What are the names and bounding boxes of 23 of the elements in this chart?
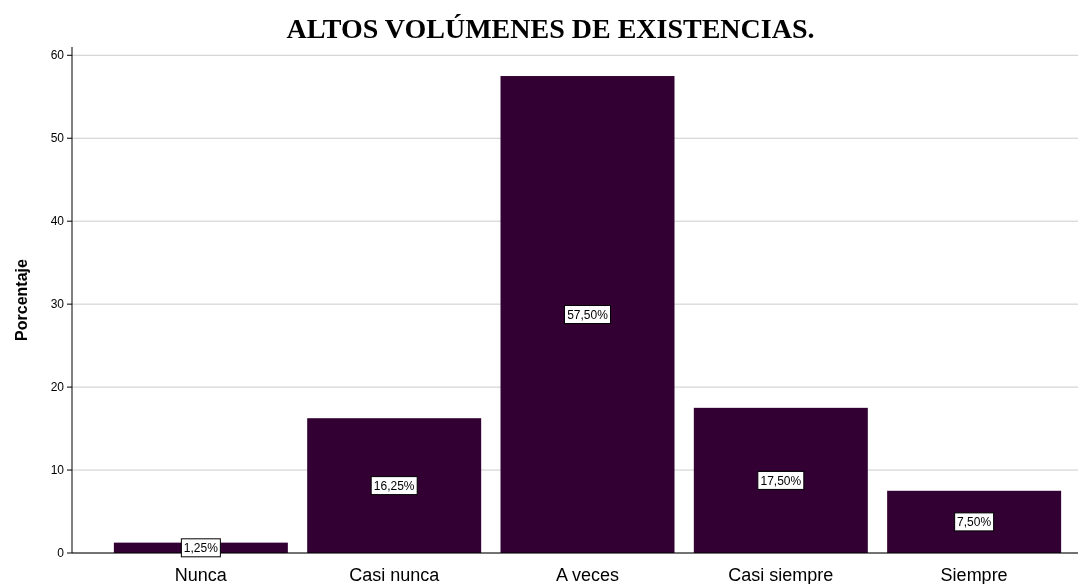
y-axis-title: Porcentaje: [13, 258, 30, 341]
data-label: 16,25%: [373, 479, 415, 494]
data-label: 17,50%: [760, 473, 802, 488]
x-tick-label: Siempre: [940, 565, 1008, 584]
chart-title: ALTOS VOLÚMENES DE EXISTENCIAS.: [286, 13, 815, 44]
x-tick-label: A veces: [555, 565, 620, 584]
y-tick-label: 30: [50, 297, 65, 312]
data-label: 57,50%: [567, 308, 609, 323]
x-tick-label: Nunca: [174, 565, 228, 584]
y-tick-label: 10: [50, 463, 65, 478]
bar: [500, 76, 675, 553]
bar: [887, 490, 1062, 553]
y-tick-label: 50: [50, 131, 65, 146]
data-label: 1,25%: [183, 541, 219, 556]
bar: [693, 407, 868, 553]
x-tick-label: Casi siempre: [728, 565, 834, 584]
y-tick-label: 0: [57, 546, 65, 560]
bar: [307, 418, 482, 553]
data-label: 7,50%: [957, 515, 992, 530]
x-tick-label: Casi nunca: [349, 565, 441, 584]
y-tick-label: 40: [50, 214, 65, 229]
y-tick-label: 60: [50, 48, 65, 63]
y-tick-label: 20: [50, 380, 65, 395]
